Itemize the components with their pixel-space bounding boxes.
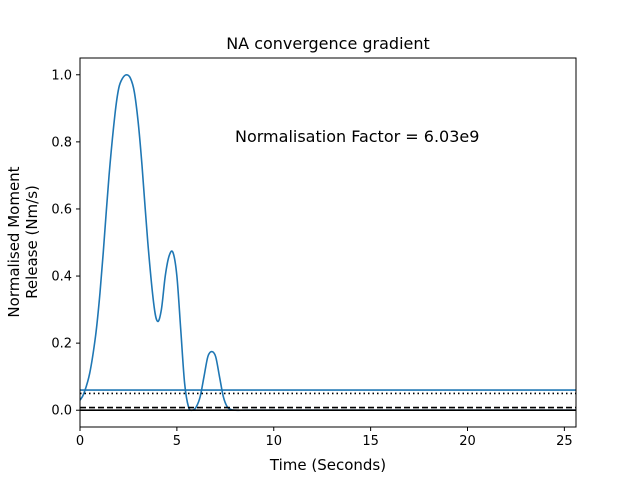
y-tick-label-2: 0.4 [51, 270, 72, 285]
chart-title: NA convergence gradient [226, 34, 430, 53]
normalisation-annotation: Normalisation Factor = 6.03e9 [235, 127, 479, 146]
y-axis-label-line-2: Release (Nm/s) [23, 185, 41, 299]
y-tick-label-5: 1.0 [51, 68, 72, 83]
plot-area [80, 73, 576, 412]
y-tick-label-0: 0.0 [51, 404, 72, 419]
x-axis: 0 5 10 15 20 25 [76, 427, 573, 449]
y-axis: 0.0 0.2 0.4 0.6 0.8 1.0 [51, 68, 80, 419]
x-tick-label-1: 5 [173, 434, 181, 449]
y-tick-label-1: 0.2 [51, 337, 72, 352]
y-tick-label-3: 0.6 [51, 202, 72, 217]
x-axis-label: Time (Seconds) [269, 456, 386, 474]
x-tick-label-2: 10 [265, 434, 282, 449]
x-tick-label-0: 0 [76, 434, 84, 449]
x-tick-label-5: 25 [556, 434, 573, 449]
x-tick-label-4: 20 [459, 434, 476, 449]
y-tick-label-4: 0.8 [51, 135, 72, 150]
plot-frame [79, 57, 577, 428]
y-axis-label-line-1: Normalised Moment [5, 166, 23, 317]
x-tick-label-3: 15 [362, 434, 379, 449]
